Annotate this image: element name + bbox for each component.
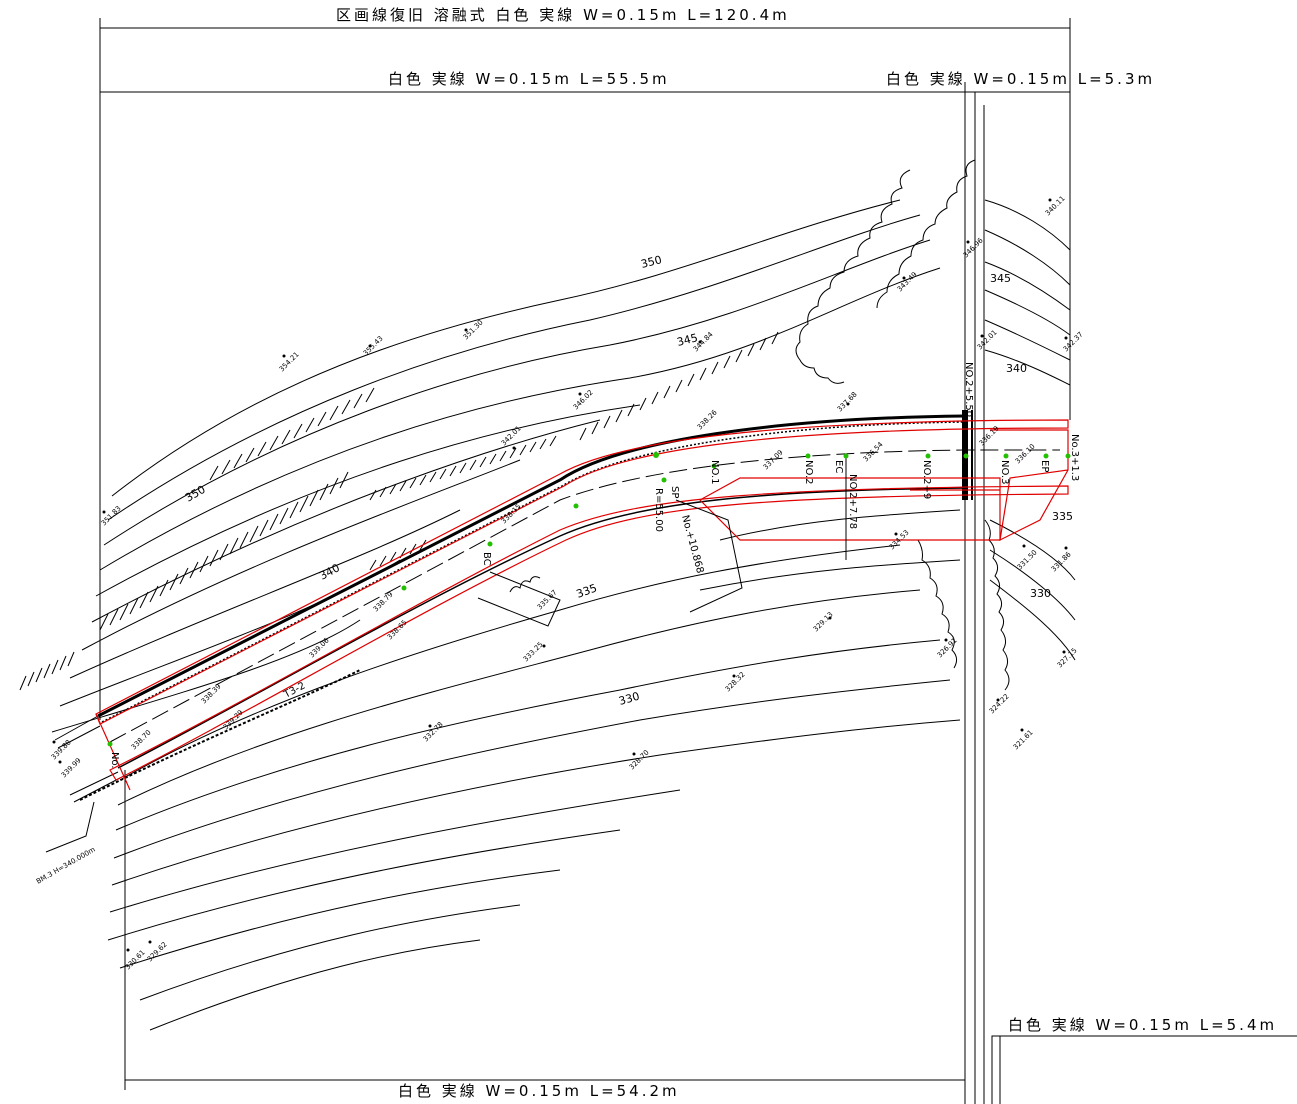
contour-label: 330	[1030, 587, 1051, 600]
spot-height: 327.15	[1056, 646, 1079, 669]
spot-height: 342.01	[976, 328, 999, 351]
spot-height: 342.01	[500, 424, 523, 447]
spot-height: 321.61	[1012, 728, 1035, 751]
spot-height-dots	[52, 198, 1068, 952]
station-label: SP	[669, 486, 680, 498]
contour-label: 340	[1006, 362, 1027, 375]
contour-label: 345	[676, 331, 700, 349]
dimension-top-total: 区画線復旧 溶融式 白色 実線 W=0.15m L=120.4m	[336, 6, 790, 24]
dimension-top-right: 白色 実線 W=0.15m L=5.3m	[886, 70, 1155, 88]
road-lower-edge	[117, 487, 966, 769]
station-label: NO.1	[709, 460, 720, 485]
spot-height: 346.02	[572, 388, 595, 411]
spot-height: 331.50	[1016, 548, 1039, 571]
lower-marking-outline	[109, 485, 1069, 781]
slope-hachures	[19, 331, 779, 691]
dimension-bottom-right: 白色 実線 W=0.15m L=5.4m	[1008, 1016, 1277, 1034]
road-centerline	[109, 449, 1060, 743]
station-label: NO.3	[999, 460, 1010, 485]
marking-outlines	[95, 419, 1069, 791]
spot-height: 324.22	[988, 692, 1011, 715]
station-label: NO.2+7.78	[847, 474, 858, 529]
curve-chords	[45, 456, 847, 853]
spot-height: 337.68	[836, 390, 859, 413]
spot-height: 354.21	[278, 350, 301, 373]
spot-height: 332.78	[422, 720, 445, 743]
contour-label: 335	[1052, 510, 1073, 523]
spot-height: 329.13	[812, 610, 835, 633]
contour-label: 335	[575, 581, 599, 600]
spot-height: 355.43	[362, 334, 385, 357]
spot-height: 340.11	[1044, 194, 1067, 217]
spot-height: 331.86	[1050, 550, 1073, 573]
contour-label: 350	[640, 253, 664, 271]
dimension-bottom-left: 白色 実線 W=0.15m L=54.2m	[398, 1082, 680, 1100]
road-upper-edge	[97, 414, 966, 718]
station-label: T3-2	[281, 680, 307, 701]
guardrail	[79, 669, 361, 801]
station-label: EP	[1039, 460, 1050, 472]
dimension-lines	[99, 18, 1297, 1104]
spot-height: 328.32	[724, 670, 747, 693]
station-label: No.	[109, 752, 120, 769]
contour-label: 345	[990, 272, 1011, 285]
benchmark-label: BM.3 H=340.000m	[35, 845, 97, 885]
contour-label: 350	[183, 483, 208, 505]
station-label: NO.2+5.50	[963, 362, 974, 417]
road-upper-edge-2	[101, 421, 966, 723]
tree-lines	[509, 159, 1010, 691]
spot-height: 336.19	[978, 424, 1001, 447]
spot-height: 336.10	[1014, 442, 1037, 465]
spot-height: 342.37	[1062, 330, 1085, 353]
contour-label-group: 350 350 345 345 340 340 335 335 330 330	[183, 253, 1073, 708]
spot-height: 339.99	[60, 756, 83, 779]
spot-height: 338.79	[372, 590, 395, 613]
station-label: No.3+1.3	[1069, 434, 1080, 481]
station-label: BC	[481, 552, 492, 566]
station-label: No.+10.868	[679, 514, 705, 575]
spot-height: 336.54	[862, 440, 885, 463]
dimension-top-left: 白色 実線 W=0.15m L=55.5m	[388, 70, 670, 88]
survey-points	[107, 452, 1071, 747]
station-label: NO.2+9	[921, 460, 932, 499]
station-label: R=55.00	[653, 488, 664, 532]
spot-height: 351.83	[100, 504, 123, 527]
spot-height: 329.62	[146, 940, 169, 963]
station-label: NO.2	[803, 460, 814, 485]
spot-height: 330.61	[124, 948, 147, 971]
station-label: EC	[833, 460, 844, 473]
spot-height: 338.26	[696, 408, 719, 431]
contour-label: 330	[617, 690, 641, 708]
upper-marking-outline	[95, 419, 1069, 725]
spot-height: 333.25	[522, 640, 545, 663]
contour-lines	[51, 199, 1076, 1031]
spot-height: 338.70	[130, 728, 153, 751]
road-geometry	[54, 410, 1060, 803]
